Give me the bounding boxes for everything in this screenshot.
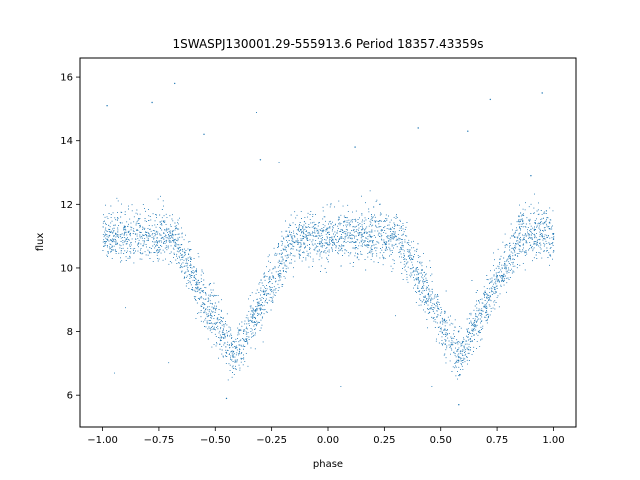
data-point bbox=[259, 159, 262, 161]
data-point bbox=[361, 229, 363, 231]
scatter-point-cloud bbox=[102, 112, 555, 388]
data-point bbox=[541, 235, 543, 237]
data-point bbox=[225, 397, 228, 400]
data-point bbox=[232, 356, 234, 358]
data-point bbox=[277, 273, 280, 275]
data-point bbox=[187, 270, 189, 272]
data-point bbox=[124, 225, 126, 228]
data-point bbox=[518, 245, 521, 247]
data-point bbox=[444, 343, 446, 345]
data-point bbox=[552, 238, 555, 240]
y-tick-label: 14 bbox=[60, 136, 73, 147]
data-point bbox=[458, 356, 460, 358]
x-tick-label: −0.75 bbox=[144, 435, 175, 446]
data-point bbox=[106, 238, 108, 240]
data-point bbox=[471, 340, 473, 342]
data-point bbox=[503, 273, 505, 275]
data-points-layer bbox=[102, 82, 555, 406]
data-point bbox=[458, 404, 460, 406]
data-point bbox=[174, 82, 176, 85]
data-point bbox=[142, 245, 144, 247]
y-tick-label: 12 bbox=[60, 200, 73, 211]
x-tick-label: 0.50 bbox=[430, 435, 452, 446]
data-point bbox=[316, 235, 318, 237]
data-point bbox=[246, 340, 248, 342]
data-point bbox=[169, 232, 171, 234]
y-tick-label: 8 bbox=[67, 327, 73, 338]
x-tick-label: −0.50 bbox=[200, 435, 231, 446]
x-tick-label: −0.25 bbox=[256, 435, 287, 446]
data-point bbox=[106, 105, 108, 107]
data-point bbox=[417, 127, 419, 129]
data-point bbox=[151, 101, 153, 104]
data-point bbox=[354, 146, 356, 148]
data-point bbox=[219, 343, 221, 345]
x-tick-label: 0.00 bbox=[317, 435, 339, 446]
y-axis-label: flux bbox=[35, 233, 46, 252]
x-tick-label: 0.75 bbox=[486, 435, 508, 446]
x-tick-label: 0.25 bbox=[373, 435, 395, 446]
x-tick-label: −1.00 bbox=[87, 435, 118, 446]
y-tick-label: 10 bbox=[60, 263, 73, 274]
data-point bbox=[338, 238, 340, 240]
x-axis-label: phase bbox=[313, 459, 343, 470]
data-point bbox=[203, 311, 205, 314]
y-axis-ticks: 6 8 10 12 14 16 bbox=[60, 73, 80, 402]
data-point bbox=[541, 92, 543, 94]
data-point bbox=[394, 235, 397, 237]
data-point bbox=[413, 270, 415, 272]
data-point bbox=[428, 311, 431, 314]
data-point bbox=[293, 241, 295, 244]
data-point bbox=[485, 311, 487, 314]
data-point bbox=[203, 133, 205, 135]
data-point bbox=[489, 98, 491, 101]
y-tick-label: 6 bbox=[67, 391, 73, 402]
data-point bbox=[383, 241, 386, 244]
data-point bbox=[259, 308, 262, 310]
chart-title: 1SWASPJ130001.29-555913.6 Period 18357.4… bbox=[172, 37, 483, 51]
data-point bbox=[530, 175, 532, 177]
x-tick-label: 1.00 bbox=[542, 435, 564, 446]
data-point bbox=[467, 130, 469, 132]
x-axis-ticks: −1.00 −0.75 −0.50 −0.25 0.00 0.25 0.50 0.75 1.00 bbox=[87, 427, 565, 446]
y-tick-label: 16 bbox=[60, 73, 73, 84]
